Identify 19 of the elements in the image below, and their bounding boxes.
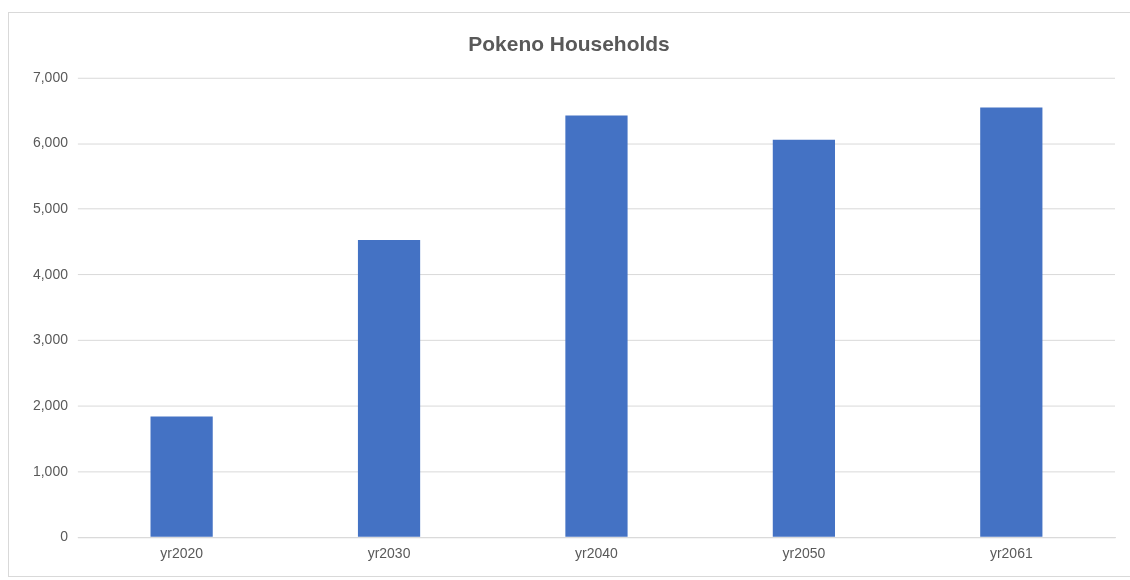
y-tick-label: 4,000 (32, 265, 69, 282)
y-tick-label: 2,000 (32, 396, 69, 413)
y-tick-label: 7,000 (32, 68, 69, 85)
bar (565, 115, 628, 537)
x-tick-label: yr2020 (160, 544, 204, 561)
y-tick-label: 0 (60, 528, 69, 545)
y-tick-label: 6,000 (32, 134, 69, 151)
bar (980, 107, 1043, 537)
bar (150, 416, 213, 537)
y-tick-label: 3,000 (32, 331, 69, 348)
x-tick-label: yr2030 (367, 544, 411, 561)
bar (772, 139, 836, 537)
y-tick-label: 1,000 (32, 462, 69, 479)
x-tick-label: yr2061 (989, 544, 1033, 561)
x-tick-label: yr2040 (575, 544, 619, 561)
bar (357, 240, 421, 537)
x-tick-label: yr2050 (782, 544, 826, 561)
chart-title: Pokeno Households (468, 32, 670, 56)
y-tick-label: 5,000 (32, 200, 69, 217)
